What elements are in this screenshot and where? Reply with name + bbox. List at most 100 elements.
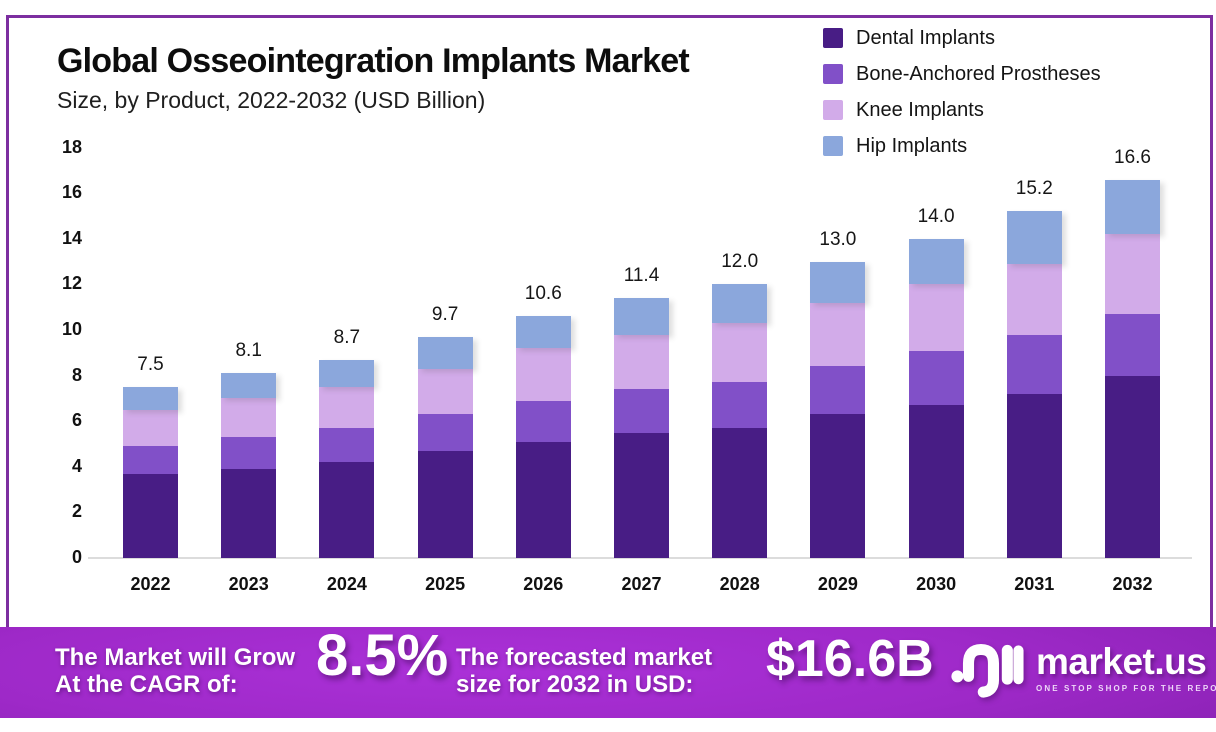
legend-item: Bone-Anchored Prostheses — [823, 56, 1101, 92]
y-axis-tick-label: 10 — [61, 319, 82, 339]
x-axis-year-label: 2031 — [1014, 574, 1055, 594]
y-axis-tick-label: 6 — [71, 410, 82, 431]
bar-segment — [417, 368, 473, 415]
bar-segment — [908, 284, 964, 351]
cagr-label-line2: At the CAGR of: — [55, 671, 238, 698]
bar-segment — [319, 359, 375, 387]
legend-swatch — [823, 100, 843, 120]
y-axis-tick-label: 4 — [71, 455, 82, 476]
bar-segment — [1006, 393, 1062, 558]
bar-segment — [1105, 375, 1160, 558]
bar-segment — [123, 446, 178, 474]
bar-segment — [810, 366, 866, 415]
bar-segment — [417, 336, 473, 369]
marketus-logo-textblock: market.us ONE STOP SHOP FOR THE REPORTS — [1036, 643, 1216, 693]
x-axis-year-label: 2026 — [523, 574, 564, 594]
bar-segment — [908, 405, 964, 558]
x-axis-year-label: 2022 — [130, 574, 171, 594]
bar-total-label: 8.1 — [235, 340, 262, 362]
bar-segment — [221, 437, 277, 470]
bar-total-label: 16.6 — [1114, 146, 1151, 168]
legend: Dental Implants Bone-Anchored Prostheses K… — [823, 20, 1101, 164]
marketus-logo-tagline: ONE STOP SHOP FOR THE REPORTS — [1036, 684, 1216, 693]
footer-banner: The Market will Grow At the CAGR of: 8.5… — [0, 623, 1216, 718]
bar-segment — [515, 441, 571, 558]
bar-segment — [712, 323, 768, 383]
x-axis-year-label: 2023 — [228, 574, 269, 594]
x-axis-year-label: 2024 — [326, 574, 367, 594]
y-axis-tick-label: 18 — [61, 136, 82, 157]
y-axis-tick-label: 2 — [71, 501, 82, 522]
bar-total-label: 13.0 — [819, 228, 857, 250]
bar-segment — [1006, 263, 1062, 335]
legend-label: Bone-Anchored Prostheses — [856, 62, 1101, 85]
bar-total-label: 12.0 — [721, 251, 759, 273]
bar-segment — [614, 334, 669, 390]
bar-segment — [123, 409, 178, 447]
bar-total-label: 14.0 — [917, 205, 955, 227]
bar-segment — [319, 462, 375, 558]
bar-segment — [221, 373, 277, 399]
legend-label: Knee Implants — [856, 98, 984, 121]
x-axis-year-label: 2028 — [719, 574, 760, 594]
chart-subtitle: Size, by Product, 2022-2032 (USD Billion… — [57, 86, 486, 113]
bar-total-label: 11.4 — [623, 265, 660, 287]
bar-segment — [221, 469, 277, 558]
bar-total-label: 10.6 — [524, 283, 562, 305]
bar-segment — [123, 473, 178, 558]
bar-segment — [614, 389, 669, 433]
chart-title: Global Osseointegration Implants Market — [57, 42, 690, 80]
x-axis-line — [88, 557, 1192, 559]
x-axis-year-label: 2030 — [916, 574, 957, 594]
y-axis-tick-label: 14 — [61, 227, 82, 248]
bar-segment — [319, 387, 375, 429]
cagr-value: 8.5% — [316, 623, 449, 688]
forecast-label-line2: size for 2032 in USD: — [456, 671, 694, 698]
y-axis-tick-label: 8 — [71, 364, 82, 385]
legend-label: Dental Implants — [856, 26, 995, 49]
legend-item: Hip Implants — [823, 128, 1101, 164]
legend-item: Dental Implants — [823, 20, 1101, 56]
legend-label: Hip Implants — [856, 134, 968, 157]
marketus-logo-text: market.us — [1036, 641, 1207, 682]
legend-item: Knee Implants — [823, 92, 1101, 128]
forecast-label: The forecasted market size for 2032 in U… — [456, 644, 712, 698]
bar-segment — [908, 350, 964, 406]
bar-segment — [417, 414, 473, 451]
bar-segment — [221, 398, 277, 438]
bar-segment — [1105, 179, 1160, 235]
bar-segment — [614, 298, 669, 335]
bar-total-label: 15.2 — [1015, 178, 1053, 200]
x-axis-year-label: 2027 — [621, 574, 662, 594]
legend-swatch — [823, 28, 843, 48]
bar-segment — [1006, 211, 1062, 264]
bar-total-label: 7.5 — [137, 354, 164, 375]
x-axis-year-label: 2029 — [817, 574, 858, 594]
legend-swatch — [823, 136, 843, 156]
marketus-logo-icon — [951, 643, 1024, 698]
bar-segment — [614, 432, 669, 558]
bar-segment — [417, 450, 473, 558]
bar-segment — [810, 302, 866, 367]
bar-segment — [712, 382, 768, 429]
title-block: Global Osseointegration Implants Market … — [57, 40, 690, 114]
marketus-logo: market.us ONE STOP SHOP FOR THE REPORTS — [950, 637, 1216, 699]
bar-total-label: 9.7 — [431, 303, 459, 325]
bar-segment — [908, 238, 964, 285]
y-axis-tick-label: 0 — [71, 547, 82, 567]
bar-segment — [123, 387, 178, 410]
bar-segment — [1006, 334, 1062, 394]
y-axis-tick-label: 16 — [61, 182, 82, 203]
bar-segment — [712, 428, 768, 558]
y-axis-tick-label: 12 — [61, 273, 82, 294]
x-axis-year-label: 2032 — [1112, 574, 1153, 594]
bar-segment — [810, 414, 866, 558]
cagr-label: The Market will Grow At the CAGR of: — [55, 644, 295, 698]
forecast-label-line1: The forecasted market — [456, 644, 713, 671]
bar-total-label: 8.7 — [333, 326, 361, 348]
legend-swatch — [823, 64, 843, 84]
bar-segment — [515, 400, 571, 442]
bar-segment — [515, 348, 571, 401]
